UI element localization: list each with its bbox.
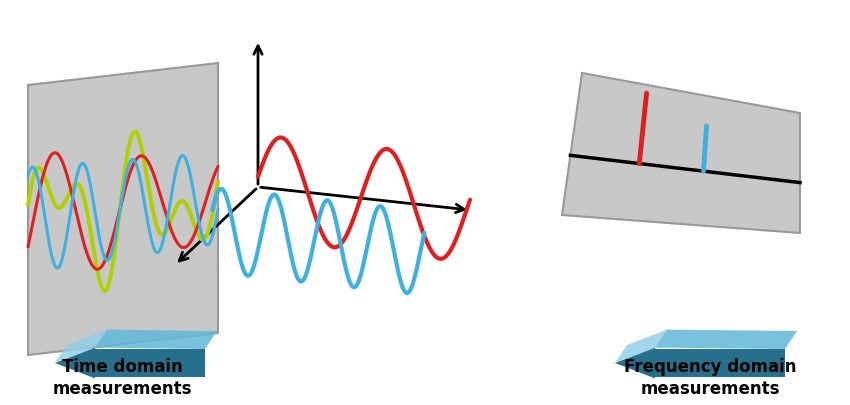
Polygon shape	[28, 64, 218, 355]
Polygon shape	[55, 330, 107, 363]
Polygon shape	[615, 330, 667, 363]
Polygon shape	[615, 348, 785, 378]
Polygon shape	[655, 330, 797, 349]
Text: Frequency domain
measurements: Frequency domain measurements	[624, 357, 796, 397]
Polygon shape	[562, 74, 800, 233]
Polygon shape	[55, 348, 205, 378]
Polygon shape	[95, 330, 217, 349]
Text: Time domain
measurements: Time domain measurements	[52, 357, 192, 397]
